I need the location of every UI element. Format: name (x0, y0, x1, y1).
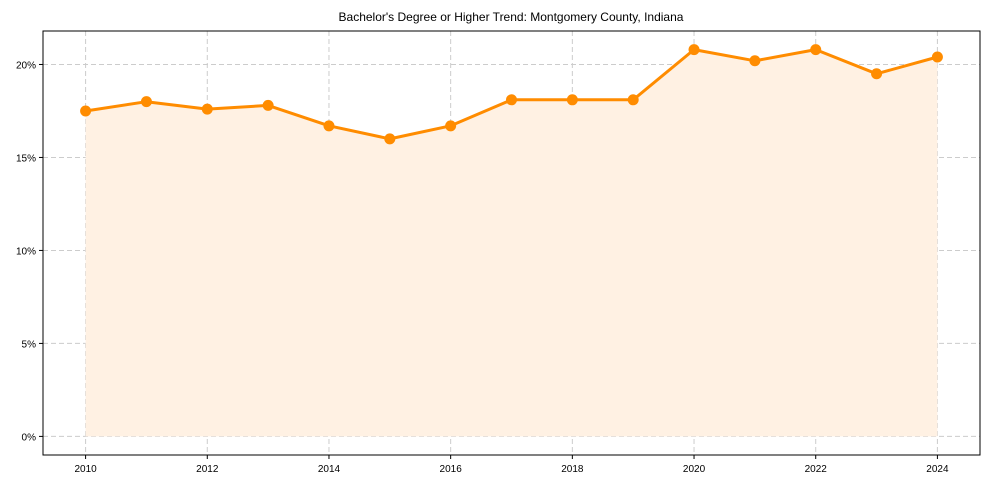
data-point (201, 103, 213, 115)
data-point (749, 55, 761, 67)
data-point (566, 94, 578, 106)
y-tick-label: 10% (16, 246, 36, 257)
x-tick-label: 2012 (196, 464, 219, 475)
data-point (810, 44, 822, 56)
data-point (931, 51, 943, 63)
x-tick-label: 2016 (440, 464, 463, 475)
data-point (627, 94, 639, 106)
y-tick-label: 5% (22, 339, 37, 350)
plot-frame (42, 30, 981, 456)
data-point (80, 105, 92, 117)
data-point (506, 94, 517, 106)
data-point (323, 120, 335, 132)
x-tick-label: 2020 (683, 464, 706, 475)
y-tick-label: 0% (22, 432, 37, 443)
data-point (445, 120, 457, 132)
x-tick-label: 2014 (318, 464, 341, 475)
x-tick-label: 2018 (561, 464, 584, 475)
y-tick-label: 20% (16, 60, 36, 71)
x-tick-label: 2022 (805, 464, 828, 475)
data-point (688, 44, 700, 56)
x-tick-label: 2010 (74, 464, 97, 475)
y-axis: 0% 5% 10% 15% 20% (16, 60, 43, 443)
data-points (80, 44, 943, 145)
x-axis: 2010 2012 2014 2016 2018 2020 2022 2024 (74, 455, 949, 475)
data-point (140, 96, 152, 108)
data-point (262, 99, 274, 111)
data-point (871, 68, 883, 80)
data-point (384, 133, 396, 145)
chart-title: Bachelor's Degree or Higher Trend: Montg… (339, 10, 684, 24)
x-tick-label: 2024 (926, 464, 949, 475)
y-tick-label: 15% (16, 153, 36, 164)
area-fill (85, 49, 938, 437)
